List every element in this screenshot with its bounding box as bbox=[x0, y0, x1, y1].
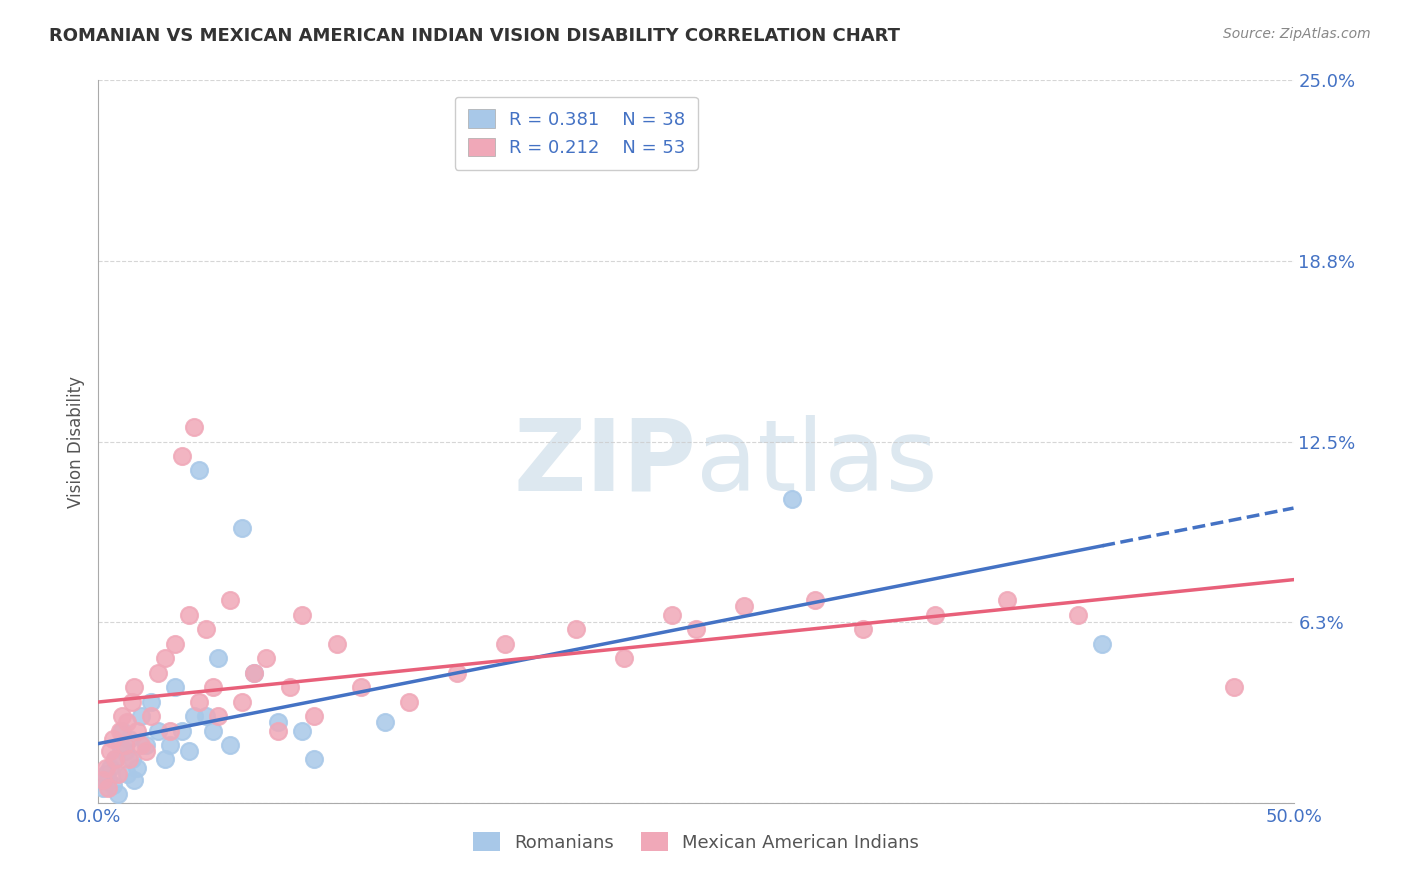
Point bbox=[661, 607, 683, 622]
Point bbox=[398, 695, 420, 709]
Point bbox=[278, 680, 301, 694]
Point bbox=[187, 695, 209, 709]
Point bbox=[302, 752, 325, 766]
Point bbox=[183, 420, 205, 434]
Point bbox=[108, 738, 131, 752]
Point bbox=[97, 781, 120, 796]
Point bbox=[187, 463, 209, 477]
Point bbox=[107, 787, 129, 801]
Point bbox=[207, 651, 229, 665]
Point bbox=[108, 723, 131, 738]
Point bbox=[118, 752, 141, 766]
Point bbox=[139, 695, 162, 709]
Point bbox=[179, 607, 201, 622]
Point bbox=[326, 637, 349, 651]
Point bbox=[685, 623, 707, 637]
Point bbox=[172, 723, 194, 738]
Point bbox=[231, 521, 253, 535]
Point bbox=[159, 738, 181, 752]
Point bbox=[291, 723, 314, 738]
Point bbox=[114, 738, 136, 752]
Point bbox=[446, 665, 468, 680]
Text: ZIP: ZIP bbox=[513, 415, 696, 512]
Point bbox=[125, 761, 148, 775]
Point bbox=[494, 637, 516, 651]
Point bbox=[104, 752, 127, 766]
Point bbox=[804, 593, 827, 607]
Point bbox=[107, 767, 129, 781]
Point bbox=[101, 732, 124, 747]
Point bbox=[111, 723, 134, 738]
Point bbox=[302, 709, 325, 723]
Point bbox=[243, 665, 266, 680]
Point bbox=[139, 709, 162, 723]
Text: ROMANIAN VS MEXICAN AMERICAN INDIAN VISION DISABILITY CORRELATION CHART: ROMANIAN VS MEXICAN AMERICAN INDIAN VISI… bbox=[49, 27, 900, 45]
Point bbox=[350, 680, 373, 694]
Text: Source: ZipAtlas.com: Source: ZipAtlas.com bbox=[1223, 27, 1371, 41]
Point bbox=[267, 723, 290, 738]
Point bbox=[1067, 607, 1090, 622]
Point bbox=[121, 695, 143, 709]
Point bbox=[94, 761, 117, 775]
Point bbox=[163, 680, 186, 694]
Point bbox=[780, 492, 803, 507]
Point bbox=[565, 623, 588, 637]
Point bbox=[91, 781, 114, 796]
Point bbox=[135, 744, 157, 758]
Point bbox=[115, 714, 138, 729]
Point bbox=[131, 738, 153, 752]
Point bbox=[231, 695, 253, 709]
Point bbox=[195, 709, 218, 723]
Point bbox=[195, 623, 218, 637]
Point bbox=[124, 772, 146, 787]
Point bbox=[91, 772, 114, 787]
Point bbox=[155, 651, 177, 665]
Point bbox=[291, 607, 314, 622]
Point bbox=[202, 680, 225, 694]
Text: atlas: atlas bbox=[696, 415, 938, 512]
Point bbox=[254, 651, 277, 665]
Point bbox=[118, 732, 141, 747]
Point bbox=[1223, 680, 1246, 694]
Point bbox=[98, 744, 122, 758]
Point bbox=[135, 738, 157, 752]
Point bbox=[115, 767, 138, 781]
Point bbox=[159, 723, 181, 738]
Point bbox=[121, 752, 143, 766]
Point bbox=[131, 709, 153, 723]
Point bbox=[183, 709, 205, 723]
Point bbox=[924, 607, 946, 622]
Point bbox=[219, 593, 242, 607]
Point bbox=[114, 744, 136, 758]
Point bbox=[148, 723, 170, 738]
Point bbox=[111, 709, 134, 723]
Point bbox=[97, 772, 120, 787]
Point bbox=[101, 779, 124, 793]
Point bbox=[1091, 637, 1114, 651]
Point bbox=[163, 637, 186, 651]
Point bbox=[148, 665, 170, 680]
Point bbox=[613, 651, 636, 665]
Point bbox=[179, 744, 201, 758]
Point bbox=[995, 593, 1018, 607]
Point bbox=[374, 714, 396, 729]
Point bbox=[98, 761, 122, 775]
Point bbox=[267, 714, 290, 729]
Point bbox=[94, 767, 117, 781]
Legend: Romanians, Mexican American Indians: Romanians, Mexican American Indians bbox=[465, 825, 927, 859]
Point bbox=[125, 723, 148, 738]
Point bbox=[243, 665, 266, 680]
Point bbox=[207, 709, 229, 723]
Point bbox=[155, 752, 177, 766]
Point bbox=[733, 599, 755, 614]
Point bbox=[172, 449, 194, 463]
Y-axis label: Vision Disability: Vision Disability bbox=[66, 376, 84, 508]
Point bbox=[104, 752, 127, 766]
Point bbox=[219, 738, 242, 752]
Point bbox=[202, 723, 225, 738]
Point bbox=[852, 623, 875, 637]
Point bbox=[124, 680, 146, 694]
